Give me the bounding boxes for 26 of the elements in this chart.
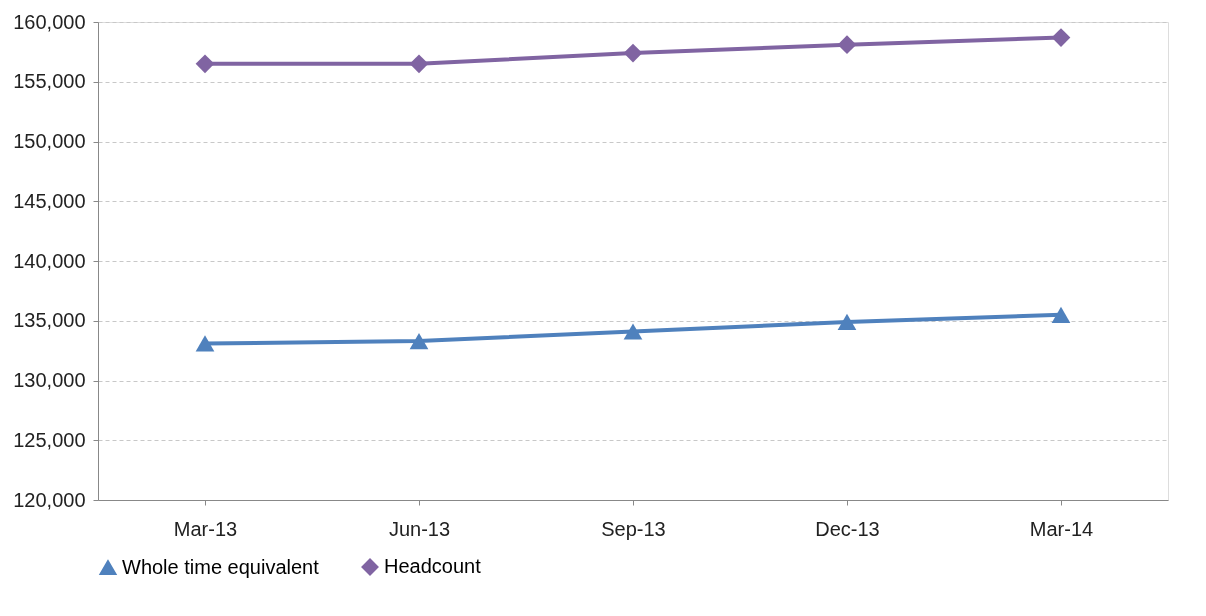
x-tick-label: Dec-13 — [815, 517, 880, 540]
y-tick-label: 120,000 — [13, 488, 86, 511]
point — [195, 335, 215, 352]
y-tick-label: 150,000 — [13, 130, 86, 152]
x-tick-label: Mar-13 — [173, 517, 238, 540]
point — [623, 43, 643, 63]
y-tick-label: 135,000 — [13, 309, 86, 332]
x-tick-label: Jun-13 — [388, 517, 451, 540]
point — [837, 313, 857, 331]
y-tick-label: 140,000 — [13, 249, 86, 272]
y-tick-label: 125,000 — [13, 428, 86, 451]
y-tick-label: 145,000 — [13, 189, 86, 212]
x-tick-label: Sep-13 — [601, 517, 666, 540]
y-tick-label: 160,000 — [13, 10, 86, 33]
point — [409, 54, 429, 74]
y-tick-label: 155,000 — [13, 70, 86, 93]
point — [837, 35, 857, 55]
x-tick-label: Mar-14 — [1029, 517, 1094, 540]
legend-label: Headcount — [384, 555, 482, 578]
point — [1051, 306, 1071, 323]
legend-label: Whole time equivalent — [122, 555, 320, 578]
point — [1051, 28, 1071, 47]
point — [409, 332, 429, 350]
y-tick-label: 130,000 — [13, 369, 86, 391]
point — [195, 54, 215, 74]
point — [623, 323, 643, 340]
